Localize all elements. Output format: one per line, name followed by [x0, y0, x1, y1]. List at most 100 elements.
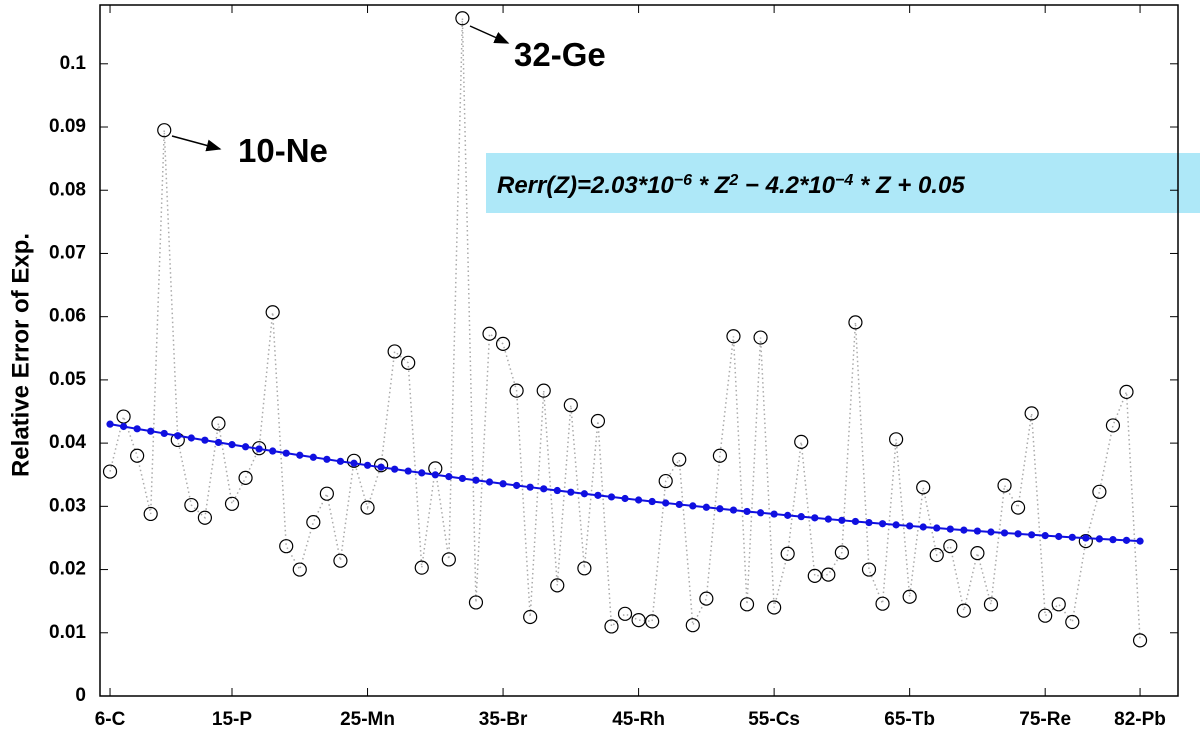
x-tick-label: 45-Rh: [612, 709, 665, 729]
fit-point: [675, 500, 683, 509]
fit-point: [716, 505, 724, 513]
data-point: [590, 413, 606, 429]
fit-point: [350, 459, 358, 467]
fit-point: [309, 453, 317, 461]
annotation-arrow: [469, 25, 510, 44]
fit-point: [201, 436, 209, 444]
data-point: [888, 432, 904, 447]
fit-point: [580, 490, 588, 498]
data-point: [943, 539, 958, 554]
y-tick-label: 0.09: [49, 116, 86, 137]
fit-point: [702, 503, 710, 511]
data-point: [523, 609, 538, 625]
fit-point: [811, 514, 819, 522]
formula-superscript: −6: [674, 172, 692, 189]
fit-point: [824, 515, 832, 523]
fit-point: [228, 441, 236, 449]
fit-point: [621, 494, 629, 503]
annotation: 10-Ne: [238, 132, 328, 169]
fit-point: [458, 474, 467, 483]
fit-point: [363, 461, 372, 469]
x-tick-label: 75-Re: [1019, 709, 1071, 729]
fit-point: [418, 469, 426, 477]
fit-point: [431, 471, 439, 479]
fit-point: [973, 527, 982, 535]
data-point: [130, 448, 145, 463]
data-point: [970, 546, 985, 561]
data-point: [1010, 500, 1026, 515]
x-tick-label: 55-Cs: [748, 709, 800, 729]
fit-point: [634, 496, 643, 504]
fit-point: [485, 478, 494, 486]
data-point: [685, 618, 700, 633]
data-point: [401, 355, 416, 370]
fit-point: [404, 467, 412, 475]
data-point: [712, 448, 728, 463]
y-axis-label: Relative Error of Exp.: [7, 233, 34, 477]
data-point: [536, 383, 551, 398]
data-point: [834, 545, 849, 560]
data-point: [279, 539, 294, 554]
fit-point: [553, 486, 561, 495]
data-point: [861, 562, 877, 577]
data-point: [197, 510, 212, 525]
plot-frame: [99, 4, 1179, 697]
fit-point: [472, 476, 480, 484]
data-point: [794, 434, 809, 449]
data-point: [875, 596, 890, 611]
data-point: [956, 603, 971, 618]
data-point: [1038, 608, 1053, 623]
data-point: [387, 344, 402, 359]
formula-part: * Z + 0.05: [853, 172, 965, 199]
fit-point: [1068, 533, 1076, 541]
annotation: 32-Ge: [514, 36, 606, 73]
data-point: [929, 547, 944, 563]
fit-point: [797, 513, 805, 521]
fit-point: [214, 438, 223, 447]
fit-point: [607, 493, 616, 501]
fit-point: [160, 429, 168, 438]
fit-point: [1028, 531, 1036, 539]
fit-point: [187, 434, 195, 442]
data-point: [360, 500, 375, 515]
fit-point: [892, 521, 900, 529]
data-point: [157, 123, 172, 138]
y-tick-label: 0.04: [49, 432, 86, 453]
formula-superscript: 2: [728, 172, 738, 189]
data-point: [902, 589, 917, 604]
fit-point: [1095, 535, 1103, 543]
fit-point: [1122, 536, 1131, 544]
x-tick-label: 15-P: [212, 709, 252, 729]
fit-point: [689, 502, 697, 510]
fit-point: [1041, 532, 1049, 540]
fit-point: [1136, 537, 1144, 545]
fit-point: [756, 509, 765, 517]
y-tick-label: 0.1: [60, 53, 87, 74]
fit-point: [743, 507, 751, 516]
data-point: [983, 597, 999, 612]
y-tick-label: 0: [75, 685, 86, 706]
fit-point: [269, 447, 277, 455]
y-tick-label: 0.07: [49, 242, 86, 263]
fit-point: [377, 463, 385, 471]
data-point: [292, 562, 307, 577]
data-point: [306, 515, 321, 530]
fit-point: [513, 481, 521, 490]
fit-point: [987, 528, 995, 536]
fit-point: [540, 485, 548, 493]
fit-point: [878, 520, 887, 528]
fit-point: [648, 497, 656, 506]
fit-point: [106, 420, 114, 428]
data-point: [699, 591, 714, 606]
data-point: [373, 458, 389, 473]
data-point: [997, 478, 1012, 493]
fit-point: [1082, 534, 1090, 542]
fit-point: [946, 525, 954, 533]
formula: Rerr(Z)=2.03*10−6 * Z2 − 4.2*10−4 * Z + …: [497, 172, 965, 200]
x-tick-label: 25-Mn: [340, 709, 395, 729]
data-point: [672, 452, 687, 467]
data-point: [1051, 597, 1066, 612]
formula-part: * Z: [692, 172, 731, 199]
